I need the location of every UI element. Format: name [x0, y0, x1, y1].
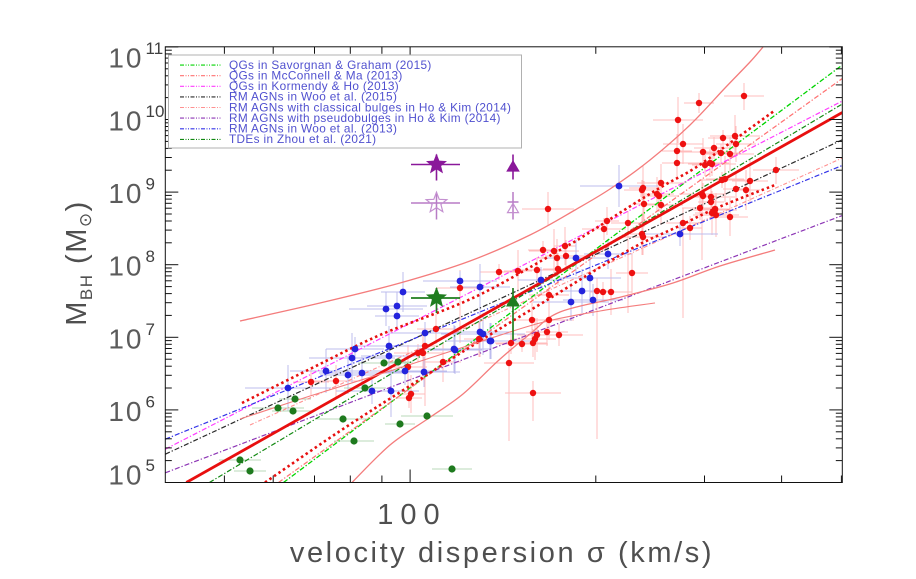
svg-text:9: 9	[146, 175, 155, 194]
svg-text:10: 10	[108, 251, 143, 282]
svg-text:QGs in McConnell & Ma (2013): QGs in McConnell & Ma (2013)	[229, 69, 403, 83]
svg-text:11: 11	[146, 39, 164, 58]
svg-text:7: 7	[146, 320, 155, 339]
svg-text:8: 8	[146, 247, 155, 266]
svg-text:MBH (M⊙): MBH (M⊙)	[61, 200, 96, 326]
svg-text:RM AGNs in Woo et al. (2013): RM AGNs in Woo et al. (2013)	[229, 122, 397, 136]
svg-text:QGs in Kormendy & Ho (2013): QGs in Kormendy & Ho (2013)	[229, 79, 399, 93]
svg-text:10: 10	[146, 102, 165, 121]
svg-text:10: 10	[108, 106, 143, 137]
svg-text:RM AGNs in Woo et al. (2015): RM AGNs in Woo et al. (2015)	[229, 90, 397, 104]
svg-text:velocity dispersion σ (km/s): velocity dispersion σ (km/s)	[290, 537, 714, 569]
svg-text:10: 10	[108, 42, 143, 73]
svg-text:5: 5	[146, 456, 155, 475]
svg-text:10: 10	[108, 323, 143, 354]
svg-text:RM AGNs with pseudobulges in H: RM AGNs with pseudobulges in Ho & Kim (2…	[229, 111, 501, 125]
svg-text:100: 100	[377, 499, 446, 531]
svg-text:QGs in Savorgnan & Graham (201: QGs in Savorgnan & Graham (2015)	[229, 58, 432, 72]
svg-text:RM AGNs with classical bulges: RM AGNs with classical bulges in Ho & Ki…	[229, 100, 511, 114]
svg-text:6: 6	[146, 392, 155, 411]
svg-text:10: 10	[108, 460, 143, 491]
svg-text:TDEs in Zhou et al. (2021): TDEs in Zhou et al. (2021)	[229, 132, 376, 146]
svg-text:10: 10	[108, 178, 143, 209]
svg-text:10: 10	[108, 396, 143, 427]
